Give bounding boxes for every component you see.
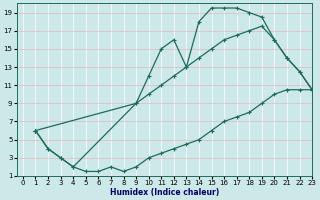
X-axis label: Humidex (Indice chaleur): Humidex (Indice chaleur) (110, 188, 219, 197)
